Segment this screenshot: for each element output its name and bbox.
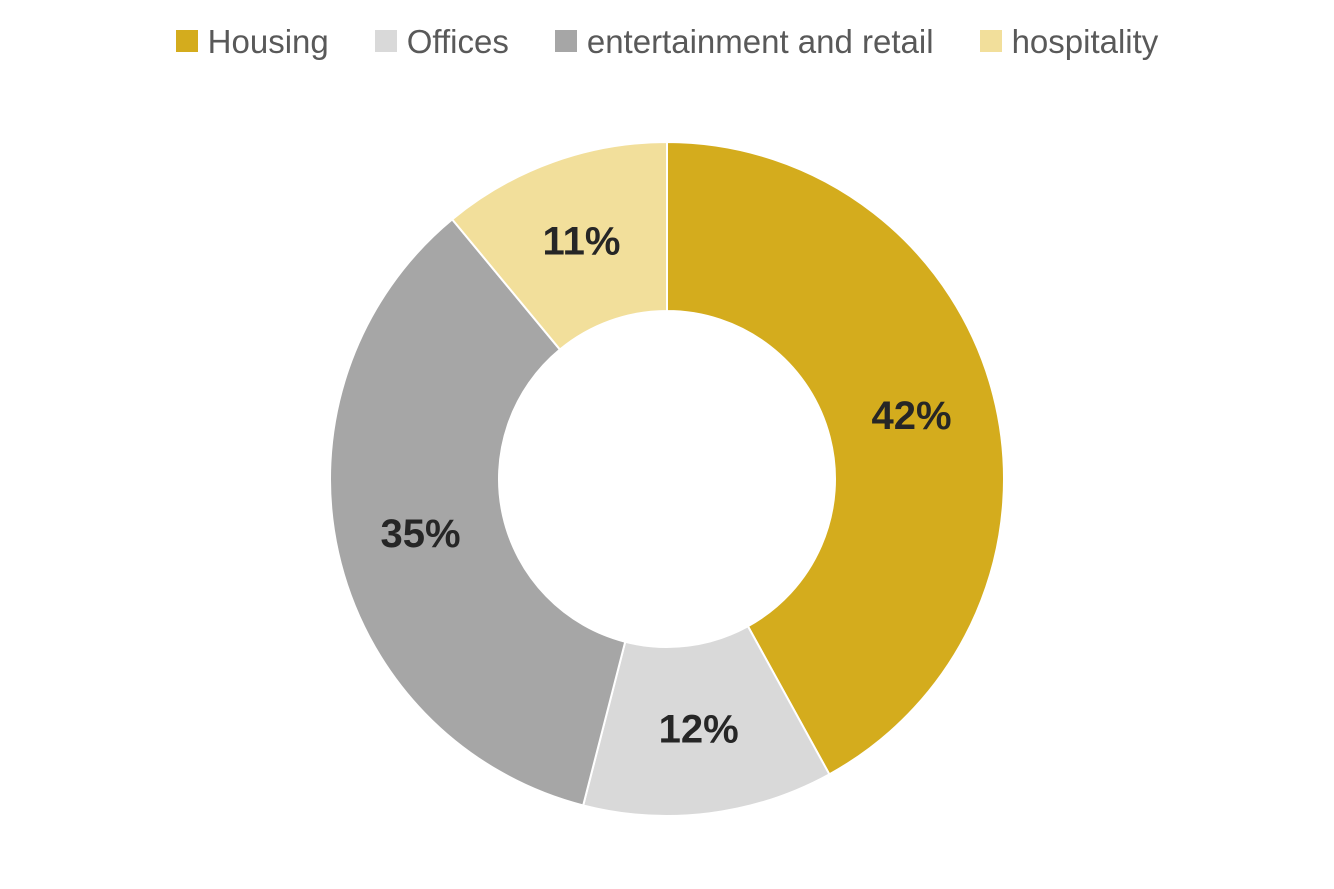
donut-labels: 42% 12% 35% 11% <box>381 219 952 751</box>
donut-slices <box>329 140 1005 817</box>
legend-label-offices: Offices <box>406 22 509 60</box>
legend-label-entertainment-retail: entertainment and retail <box>586 22 934 60</box>
legend-label-hospitality: hospitality <box>1011 22 1159 60</box>
donut-slice-entertainment-retail <box>329 217 627 807</box>
data-label-entertainment-retail: 35% <box>381 512 461 556</box>
legend-item-hospitality: hospitality <box>979 22 1159 60</box>
chart-legend: Housing Offices entertainment and retail… <box>0 18 1334 64</box>
data-label-housing: 42% <box>872 394 952 438</box>
legend-swatch-housing <box>175 30 198 52</box>
data-label-hospitality: 11% <box>543 219 621 263</box>
legend-label-housing: Housing <box>207 22 329 60</box>
legend-swatch-offices <box>374 30 397 52</box>
legend-item-housing: Housing <box>175 22 329 60</box>
donut-slice-housing <box>666 140 1005 776</box>
legend-item-entertainment-retail: entertainment and retail <box>554 22 934 60</box>
legend-item-offices: Offices <box>374 22 509 60</box>
donut-slice-offices <box>581 624 831 817</box>
legend-swatch-hospitality <box>979 30 1002 52</box>
legend-swatch-entertainment-retail <box>554 30 577 52</box>
donut-slice-hospitality <box>450 140 668 351</box>
data-label-offices: 12% <box>659 708 739 752</box>
